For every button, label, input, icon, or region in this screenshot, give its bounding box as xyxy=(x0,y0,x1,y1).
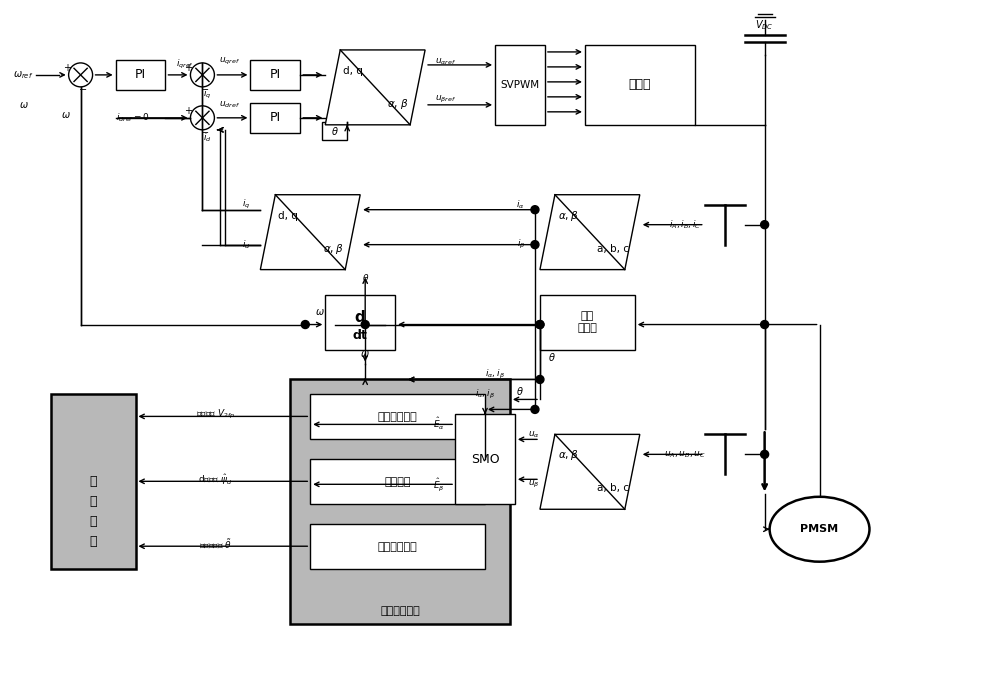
Text: $\omega$: $\omega$ xyxy=(19,100,28,110)
Text: SVPWM: SVPWM xyxy=(500,80,540,90)
Text: PI: PI xyxy=(270,69,281,81)
Text: 故障特征提取: 故障特征提取 xyxy=(380,606,420,616)
Circle shape xyxy=(761,221,769,229)
Text: $\theta$: $\theta$ xyxy=(331,125,339,137)
Text: $\mathbf{d}$: $\mathbf{d}$ xyxy=(354,308,366,324)
Text: $\omega_{ref}$: $\omega_{ref}$ xyxy=(13,69,33,81)
Circle shape xyxy=(761,321,769,329)
Text: $i_A, i_B, i_C$: $i_A, i_B, i_C$ xyxy=(669,218,701,231)
Text: +: + xyxy=(63,63,71,73)
Text: $i_q$: $i_q$ xyxy=(242,198,250,211)
Text: $\theta$: $\theta$ xyxy=(516,385,524,398)
Text: 负序分量分离: 负序分量分离 xyxy=(378,412,418,422)
Text: $u_A, u_B, u_C$: $u_A, u_B, u_C$ xyxy=(664,449,706,460)
Text: $\alpha, \beta$: $\alpha, \beta$ xyxy=(558,448,578,462)
Text: PI: PI xyxy=(135,69,146,81)
Circle shape xyxy=(536,375,544,384)
Circle shape xyxy=(531,405,539,413)
Bar xyxy=(585,45,695,125)
Text: $u_{dref}$: $u_{dref}$ xyxy=(219,99,240,110)
Text: $\theta$: $\theta$ xyxy=(362,272,369,283)
Polygon shape xyxy=(540,195,640,270)
Text: $\hat{E}_\beta$: $\hat{E}_\beta$ xyxy=(433,476,445,493)
Text: $i_q$: $i_q$ xyxy=(203,88,212,101)
Bar xyxy=(310,459,485,504)
Text: PI: PI xyxy=(270,111,281,124)
Text: a, b, c: a, b, c xyxy=(597,244,629,254)
Text: +: + xyxy=(184,106,192,116)
Bar xyxy=(250,60,300,90)
Text: $\alpha, \beta$: $\alpha, \beta$ xyxy=(558,209,578,223)
Circle shape xyxy=(536,321,544,329)
Text: +: + xyxy=(184,63,192,73)
Text: $u_{\beta ref}$: $u_{\beta ref}$ xyxy=(435,94,456,106)
Text: $i_{qref}$: $i_{qref}$ xyxy=(176,58,194,71)
Text: $\omega$: $\omega$ xyxy=(61,110,71,120)
Bar xyxy=(325,294,395,350)
Text: $i_d$: $i_d$ xyxy=(203,131,212,144)
Bar xyxy=(322,122,347,140)
Text: $i_\alpha, i_\beta$: $i_\alpha, i_\beta$ xyxy=(475,388,495,401)
Text: 位置
传感器: 位置 传感器 xyxy=(577,311,597,333)
Text: $V_{DC}$: $V_{DC}$ xyxy=(755,18,774,32)
Text: PMSM: PMSM xyxy=(800,524,839,534)
Text: 负序分量 $V_{2fp}$: 负序分量 $V_{2fp}$ xyxy=(196,408,235,421)
Circle shape xyxy=(531,206,539,214)
Text: $u_\alpha$: $u_\alpha$ xyxy=(528,429,540,440)
Text: 断: 断 xyxy=(89,535,97,548)
Text: $i_d$: $i_d$ xyxy=(242,238,250,251)
Text: $i_\alpha, i_\beta$: $i_\alpha, i_\beta$ xyxy=(485,368,505,381)
Text: $u_{qref}$: $u_{qref}$ xyxy=(219,57,240,68)
Text: $\omega$: $\omega$ xyxy=(360,350,370,359)
Bar xyxy=(455,415,515,504)
Text: d, q: d, q xyxy=(278,210,298,221)
Text: SMO: SMO xyxy=(471,453,499,466)
Bar xyxy=(116,60,165,90)
Text: $\theta$: $\theta$ xyxy=(548,352,556,363)
Polygon shape xyxy=(325,50,425,125)
Polygon shape xyxy=(260,195,360,270)
Text: $\hat{E}_\alpha$: $\hat{E}_\alpha$ xyxy=(433,417,445,433)
Bar xyxy=(51,394,136,569)
Bar xyxy=(540,294,635,350)
Circle shape xyxy=(761,450,769,459)
Circle shape xyxy=(361,321,369,329)
Text: $\omega$: $\omega$ xyxy=(315,307,325,317)
Text: d, q: d, q xyxy=(343,66,363,76)
Text: 诊: 诊 xyxy=(89,515,97,528)
Bar xyxy=(250,103,300,133)
Text: $-$: $-$ xyxy=(200,126,209,136)
Text: $\mathbf{dt}$: $\mathbf{dt}$ xyxy=(352,328,368,342)
Bar xyxy=(495,45,545,125)
Text: $\alpha$, $\beta$: $\alpha$, $\beta$ xyxy=(387,97,409,111)
Text: $i_{dref}=0$: $i_{dref}=0$ xyxy=(116,112,149,124)
Text: 转角位置差 $\tilde{\theta}$: 转角位置差 $\tilde{\theta}$ xyxy=(199,538,232,551)
Text: d轴磁链 $\hat{\psi}_d$: d轴磁链 $\hat{\psi}_d$ xyxy=(198,472,232,487)
Text: 逆变器: 逆变器 xyxy=(629,78,651,92)
Text: 障: 障 xyxy=(89,496,97,508)
Text: $i_\alpha$: $i_\alpha$ xyxy=(516,199,525,211)
Text: a, b, c: a, b, c xyxy=(597,483,629,493)
Text: $\alpha, \beta$: $\alpha, \beta$ xyxy=(323,242,343,256)
Circle shape xyxy=(531,240,539,249)
Text: 磁链计算: 磁链计算 xyxy=(384,477,411,487)
Circle shape xyxy=(536,321,544,329)
Polygon shape xyxy=(540,434,640,510)
Circle shape xyxy=(301,321,309,329)
Text: 转子位置计算: 转子位置计算 xyxy=(378,542,418,552)
Text: 故: 故 xyxy=(89,475,97,489)
Bar xyxy=(290,380,510,624)
Bar xyxy=(310,524,485,569)
Text: $-$: $-$ xyxy=(200,83,209,93)
Text: $u_{\alpha ref}$: $u_{\alpha ref}$ xyxy=(435,57,456,67)
Text: $-$: $-$ xyxy=(78,83,87,93)
Text: $i_\beta$: $i_\beta$ xyxy=(517,238,525,251)
Bar xyxy=(310,394,485,440)
Text: $u_\beta$: $u_\beta$ xyxy=(528,479,540,490)
